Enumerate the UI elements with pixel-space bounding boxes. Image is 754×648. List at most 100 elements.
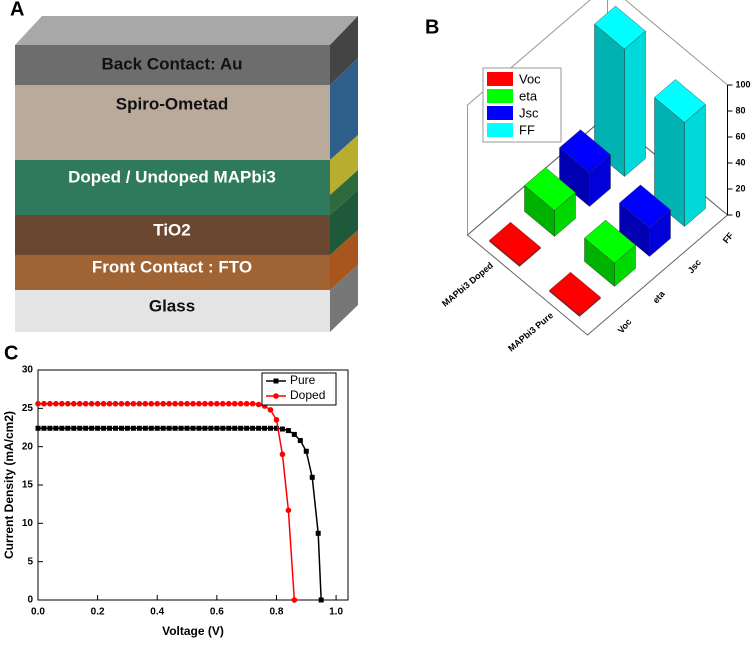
marker [208, 425, 214, 431]
x-tick-label: 1.0 [329, 607, 343, 618]
marker [318, 597, 324, 603]
marker [226, 425, 232, 431]
marker [47, 400, 53, 407]
marker [184, 400, 190, 407]
marker [76, 400, 83, 407]
x-axis-title: Voltage (V) [162, 624, 224, 638]
bar [489, 221, 541, 267]
panel-label: B [425, 16, 439, 38]
marker [95, 425, 101, 431]
marker [118, 400, 125, 407]
marker [172, 400, 178, 407]
marker [130, 400, 137, 407]
marker [172, 425, 178, 431]
x-tick-label: 0.8 [270, 607, 284, 618]
side-face [330, 58, 358, 160]
y-tick-label: 25 [22, 403, 34, 414]
y-tick-label: 20 [22, 441, 34, 452]
marker [35, 400, 41, 407]
marker [53, 400, 59, 407]
legend-swatch [487, 106, 513, 120]
marker [124, 400, 131, 407]
marker [178, 425, 184, 431]
marker [118, 425, 124, 431]
panel-label: A [10, 0, 24, 20]
bar [654, 79, 706, 227]
bar-face [584, 219, 636, 264]
z-tick-label: 60 [736, 131, 746, 141]
marker [160, 400, 166, 407]
y-tick-label: 10 [22, 518, 34, 529]
marker [35, 425, 41, 431]
marker [190, 425, 196, 431]
marker [214, 400, 220, 407]
marker [231, 400, 238, 407]
layer [15, 45, 330, 85]
x-tick-label: 0.4 [150, 607, 164, 618]
bar [619, 184, 671, 257]
layer-label: Back Contact: Au [101, 54, 242, 73]
bar [559, 129, 611, 207]
legend-swatch [487, 123, 513, 137]
z-tick-label: 100 [736, 79, 751, 89]
category-label: MAPbi3 Pure [506, 310, 555, 353]
marker [232, 425, 238, 431]
legend-swatch [487, 89, 513, 103]
marker [82, 400, 89, 407]
side-face [330, 230, 358, 290]
bar-face [549, 271, 601, 316]
marker [238, 425, 244, 431]
marker [53, 425, 59, 431]
panel-label: C [4, 342, 18, 364]
legend-label: Jsc [519, 105, 539, 120]
marker [166, 425, 172, 431]
y-tick-label: 5 [27, 556, 33, 567]
legend-label: Pure [290, 373, 316, 387]
marker [142, 400, 149, 407]
marker [291, 597, 298, 603]
legend-swatch [487, 72, 513, 86]
layer-stack: A Back Contact: Au Spiro-Ometad Doped / … [10, 0, 358, 332]
marker [70, 400, 77, 407]
series-axis-label: eta [651, 288, 668, 305]
marker [106, 400, 113, 407]
bar [524, 167, 576, 237]
legend-box [261, 372, 337, 406]
series-line [38, 427, 322, 601]
bar-face [594, 5, 646, 50]
marker [77, 425, 83, 431]
marker [136, 400, 143, 407]
marker [250, 425, 256, 431]
marker [113, 425, 118, 431]
marker [41, 400, 47, 407]
marker [184, 425, 190, 431]
side-face [330, 135, 358, 195]
marker [160, 425, 166, 431]
marker [220, 425, 226, 431]
marker [148, 425, 154, 431]
layer-label: Front Contact : FTO [92, 257, 252, 276]
marker [208, 400, 214, 407]
legend-label: Voc [519, 71, 541, 86]
series-axis-label: Jsc [686, 257, 703, 275]
marker [196, 400, 202, 407]
marker [124, 425, 130, 431]
bar-face [654, 79, 706, 123]
side-face [330, 170, 358, 215]
marker [202, 425, 208, 431]
marker [89, 425, 95, 431]
z-tick-label: 40 [736, 157, 746, 167]
side-face [330, 16, 358, 85]
marker [154, 425, 160, 431]
marker [273, 425, 279, 431]
marker [154, 400, 161, 407]
marker [268, 425, 273, 431]
layer-label: Spiro-Ometad [116, 94, 228, 113]
marker [59, 400, 65, 407]
legend-label: Doped [290, 388, 325, 402]
marker [65, 400, 71, 407]
marker [136, 425, 142, 431]
marker [267, 407, 274, 413]
layer [15, 255, 330, 290]
bar-face [624, 30, 646, 177]
